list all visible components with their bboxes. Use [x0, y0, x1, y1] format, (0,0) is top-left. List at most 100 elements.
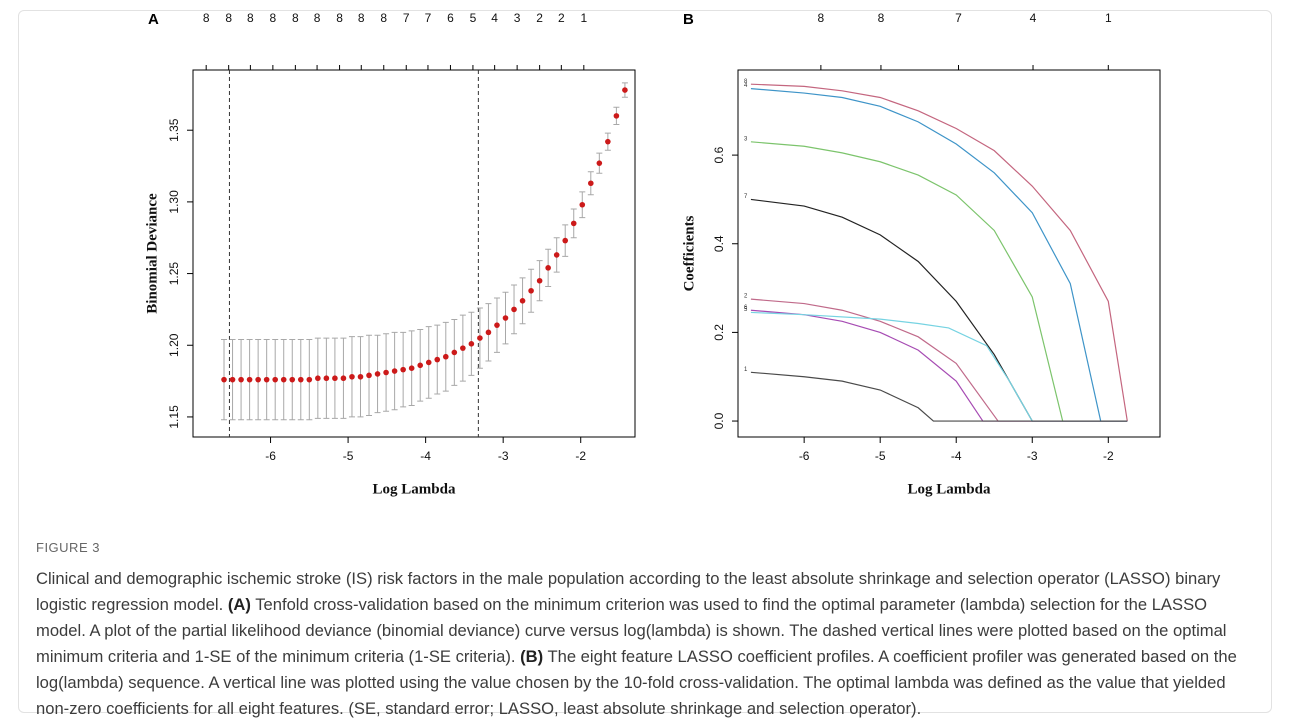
- plot-frame: [737, 69, 1161, 438]
- point: [511, 306, 517, 313]
- caption-segment: Clinical and demographic ischemic stroke…: [36, 569, 1221, 614]
- coefficient-line: [750, 88, 1128, 422]
- top-tick-label: 3: [514, 11, 521, 25]
- y-tick-label: 0.0: [712, 412, 726, 429]
- caption-segment: (A): [227, 595, 251, 614]
- top-tick-label: 8: [247, 11, 254, 25]
- point: [238, 376, 244, 383]
- point: [460, 345, 466, 351]
- point: [553, 252, 560, 258]
- caption-segment: Tenfold cross-validation based on the mi…: [36, 595, 1227, 666]
- top-tick-label: 1: [1105, 11, 1112, 25]
- point: [579, 201, 586, 208]
- point: [340, 375, 347, 382]
- point: [332, 375, 338, 382]
- point: [229, 376, 236, 383]
- series-label: 2: [744, 294, 748, 300]
- y-tick-label: 1.20: [167, 333, 181, 357]
- point: [366, 372, 372, 379]
- top-tick-label: 8: [380, 11, 387, 25]
- y-tick-label: 0.6: [712, 146, 726, 163]
- x-tick-label: -2: [575, 449, 586, 463]
- point: [408, 365, 415, 371]
- point: [442, 353, 449, 360]
- charts: A -6 -5 -4 -3 -2 1.15 1.20 1.25 1.30 1.35 8 8 8 8 8 8 8 8 8…: [144, 11, 1161, 497]
- y-axis-label: Coefficients: [681, 215, 697, 291]
- top-tick-label: 8: [878, 11, 885, 25]
- series-label: 6: [744, 305, 748, 311]
- point: [263, 376, 270, 383]
- series-label: 5: [744, 307, 748, 313]
- coefficient-line: [750, 298, 1128, 422]
- caption-label: FIGURE 3: [36, 540, 100, 555]
- top-tick-label: 8: [292, 11, 299, 25]
- point: [596, 160, 603, 166]
- point: [289, 376, 296, 383]
- panel-label: A: [148, 11, 159, 28]
- point: [588, 180, 594, 187]
- coefficient-line: [750, 309, 1128, 422]
- point: [545, 265, 551, 271]
- point: [468, 341, 475, 347]
- point: [613, 113, 620, 119]
- y-tick-label: 1.15: [167, 405, 181, 429]
- point: [485, 329, 492, 336]
- x-tick-label: -5: [875, 449, 886, 463]
- point: [306, 376, 313, 383]
- series-label: 8: [744, 79, 748, 85]
- top-tick-label: 7: [403, 11, 410, 25]
- coefficient-line: [750, 141, 1128, 422]
- top-tick-label: 8: [314, 11, 321, 25]
- point: [280, 376, 287, 383]
- point: [383, 369, 389, 376]
- x-tick-label: -3: [1027, 449, 1038, 463]
- y-tick-label: 1.25: [167, 262, 181, 286]
- point: [315, 375, 321, 382]
- x-axis-label: Log Lambda: [373, 481, 456, 497]
- x-tick-label: -2: [1103, 449, 1114, 463]
- plot-frame: [192, 69, 636, 438]
- point: [536, 277, 543, 284]
- top-tick-label: 6: [447, 11, 454, 25]
- figure-border: [18, 10, 1272, 713]
- y-axis-label: Binomial Deviance: [144, 193, 160, 314]
- series-label: 1: [744, 367, 748, 373]
- top-tick-label: 2: [558, 11, 565, 25]
- point: [562, 237, 569, 244]
- point: [417, 362, 424, 369]
- point: [349, 373, 355, 380]
- point: [434, 356, 441, 363]
- top-tick-label: 8: [358, 11, 365, 25]
- y-tick-label: 0.2: [712, 324, 726, 341]
- point: [246, 376, 253, 383]
- top-tick-label: 8: [225, 11, 232, 25]
- x-axis-label: Log Lambda: [908, 481, 991, 497]
- top-tick-label: 8: [203, 11, 210, 25]
- top-tick-label: 2: [536, 11, 543, 25]
- series-label: 7: [744, 194, 748, 200]
- caption-segment: (B): [520, 647, 544, 666]
- point: [391, 368, 398, 374]
- x-tick-label: -6: [265, 449, 276, 463]
- point: [622, 87, 628, 93]
- y-tick-label: 0.4: [712, 235, 726, 252]
- point: [357, 373, 364, 380]
- point: [255, 376, 261, 383]
- x-tick-label: -4: [420, 449, 431, 463]
- x-tick-label: -3: [498, 449, 509, 463]
- point: [297, 376, 304, 383]
- coefficient-line: [750, 83, 1128, 422]
- top-tick-label: 1: [580, 11, 587, 25]
- caption-text: Clinical and demographic ischemic stroke…: [36, 566, 1261, 722]
- y-tick-label: 1.35: [167, 118, 181, 142]
- point: [519, 298, 526, 304]
- top-tick-label: 8: [270, 11, 277, 25]
- y-tick-label: 1.30: [167, 190, 181, 214]
- top-tick-label: 8: [336, 11, 343, 25]
- caption-segment: The eight feature LASSO coefficient prof…: [36, 647, 1237, 718]
- point: [425, 359, 432, 366]
- series-label: 3: [744, 136, 748, 142]
- top-tick-label: 7: [425, 11, 432, 25]
- top-tick-label: 7: [955, 11, 962, 25]
